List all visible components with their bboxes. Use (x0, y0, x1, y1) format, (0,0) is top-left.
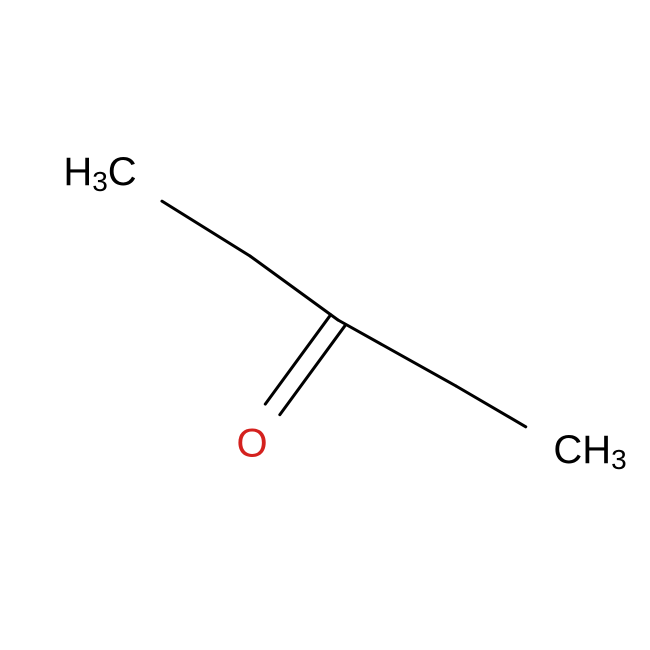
molecule-canvas: H3C CH3 O (0, 0, 650, 650)
methyl-left-label: H3C (63, 150, 136, 198)
bond-layer (0, 0, 650, 650)
methyl-right-label: CH3 (553, 428, 626, 476)
oxygen-label: O (236, 422, 267, 467)
